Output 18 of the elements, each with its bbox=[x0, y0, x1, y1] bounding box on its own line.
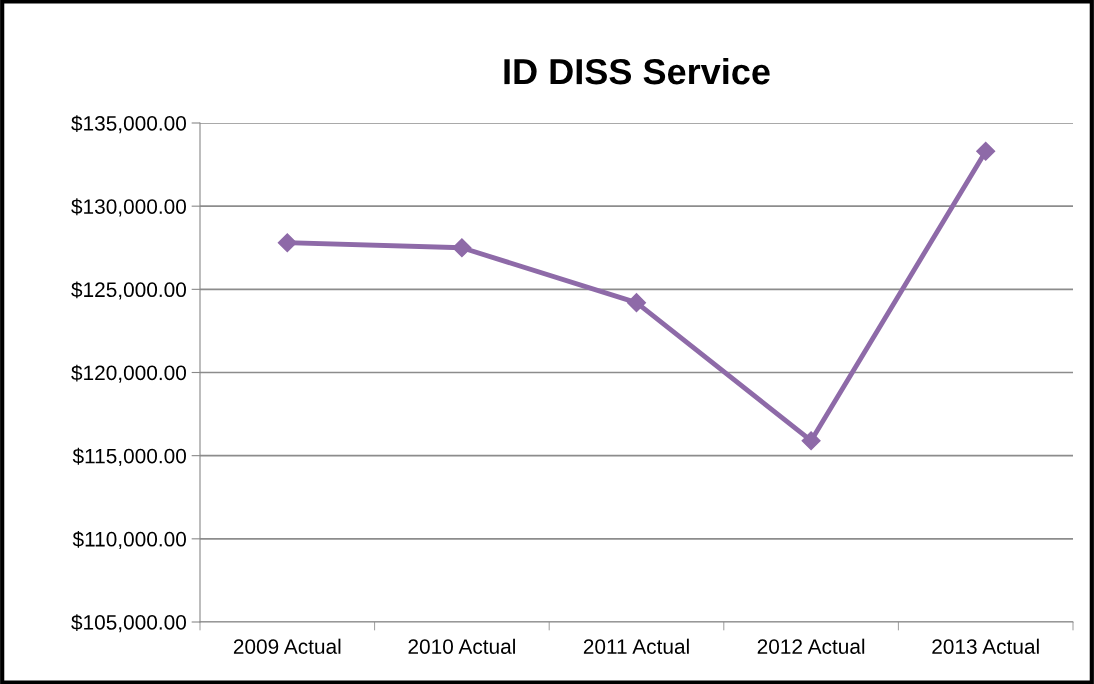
point bbox=[277, 233, 297, 253]
point bbox=[976, 141, 996, 161]
x-tick-label: 2013 Actual bbox=[932, 638, 1039, 654]
y-tick-label: $135,000.00 bbox=[71, 115, 186, 134]
y-tick-label: $105,000.00 bbox=[71, 614, 186, 633]
x-tick-label: 2011 Actual bbox=[583, 638, 689, 654]
y-tick-label: $120,000.00 bbox=[71, 364, 186, 383]
y-tick-label: $110,000.00 bbox=[72, 530, 186, 550]
point bbox=[626, 293, 647, 313]
point bbox=[801, 431, 821, 451]
x-tick-label: 2010 Actual bbox=[408, 638, 515, 654]
x-tick-label: 2012 Actual bbox=[757, 638, 865, 654]
y-tick-label: $125,000.00 bbox=[71, 281, 186, 300]
chart-title: ID DISS Service bbox=[504, 57, 770, 85]
y-tick-label: $115,000.00 bbox=[72, 447, 186, 466]
y-tick-label: $130,000.00 bbox=[71, 198, 186, 217]
point bbox=[452, 238, 472, 258]
x-tick-label: 2009 Actual bbox=[233, 638, 341, 654]
